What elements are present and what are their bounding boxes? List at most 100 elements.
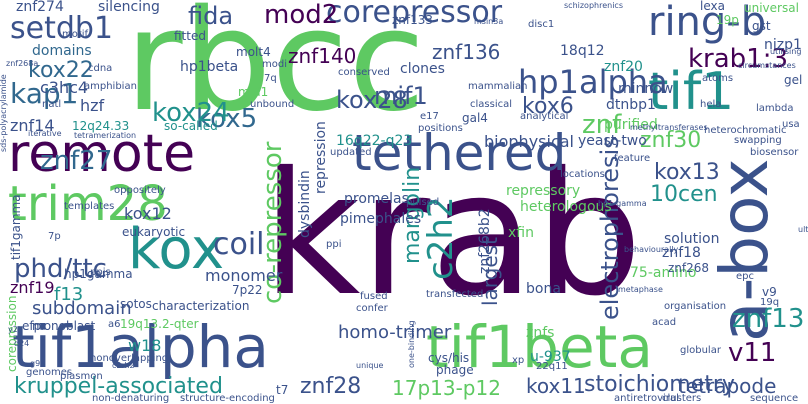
word-19q13-2-qter: 19q13.2-qter [120, 317, 199, 331]
word-universal: universal [744, 1, 799, 15]
word-tif1alpha: tif1alpha [12, 313, 269, 381]
word-efp: efp [22, 319, 42, 333]
word-c2h2: c2h2 [421, 196, 461, 280]
word-xp: xp [512, 355, 525, 366]
word-bona: bona [526, 281, 561, 297]
word-krab: krab [262, 136, 643, 334]
word-promelas: promelas [344, 191, 409, 207]
word-biophysical: biophysical [484, 132, 574, 151]
word-characterization: characterization [152, 299, 250, 313]
word-ultracentrifugation: ultracentrifugation [798, 225, 808, 234]
word-18q12: 18q12 [560, 43, 605, 59]
word-monoblast: monoblast [32, 319, 96, 333]
word-mif1: mif1 [374, 82, 428, 110]
word-confer: confer [356, 303, 388, 314]
word-ppi: ppi [326, 239, 342, 250]
word-hp1beta: hp1beta [180, 59, 239, 75]
word-trim28: trim28 [8, 176, 168, 232]
word-cdna: cdna [88, 63, 113, 74]
word-sequence: sequence [750, 393, 799, 404]
word-silencing: silencing [98, 0, 160, 15]
word-modi: modi [262, 59, 287, 70]
word-corepressor: corepressor [326, 0, 503, 30]
word-19p: 19p [716, 13, 739, 27]
word-non-denaturing: non-denaturing [92, 393, 170, 404]
word-kox5: kox5 [196, 104, 258, 134]
word-znf136: znf136 [432, 40, 501, 64]
word-one-binding: one-binding [407, 320, 416, 368]
word-pulsed: pulsed [406, 197, 440, 208]
word-feature: feature [614, 153, 651, 164]
word-plasmon: plasmon [60, 371, 103, 382]
word-domains: domains [32, 43, 92, 59]
word-u-937: u-937 [530, 349, 571, 365]
word-sotos: sotos [120, 297, 152, 311]
word-hp1-gamma: hp1-gamma [598, 199, 647, 208]
word-f13: f13 [54, 284, 84, 305]
word-monomer: monomer [205, 266, 283, 285]
word-e17: e17 [420, 111, 439, 122]
word-tetrapode: tetrapode [678, 374, 777, 398]
word-mod2: mod2 [264, 0, 339, 30]
word-znf18: znf18 [662, 245, 701, 261]
word-fitted: fitted [174, 29, 206, 43]
word-lambda: lambda [756, 103, 794, 114]
word-circumstances: circumstances [738, 61, 796, 70]
word-10cen: 10cen [650, 182, 718, 207]
word-iterative: iterative [28, 129, 62, 138]
word-tif1: tif1 [648, 62, 735, 122]
word-lexa: lexa [700, 0, 725, 13]
word-positions: positions [418, 123, 463, 134]
word-metaphase: metaphase [618, 285, 663, 294]
word-znfs: znfs [526, 325, 555, 341]
word-znf20: znf20 [604, 59, 643, 75]
word-conserved: conserved [338, 67, 390, 78]
word-clusters: clusters [662, 393, 702, 404]
word-75-amino: 75-amino [630, 265, 697, 281]
word-schizophrenics: schizophrenics [564, 1, 623, 10]
word-structure-encoding: structure-encoding [180, 393, 275, 404]
word-globular: globular [680, 345, 721, 356]
word-19q: 19q [760, 297, 780, 308]
word-ppis: ppis [90, 267, 111, 278]
word-setdb1: setdb1 [10, 11, 114, 46]
word-gal4: gal4 [462, 111, 488, 125]
word-znf268b2: znf268b2 [477, 208, 493, 274]
word-acad: acad [652, 317, 677, 328]
word-q24: q24 [14, 339, 30, 348]
word-pimephales: pimephales [340, 211, 422, 227]
word-krab1-3: krab1:3 [688, 44, 789, 74]
word-tethered: tethered [352, 124, 567, 182]
word-locations: locations [560, 169, 605, 180]
word-stoichiometry: stoichiometry [584, 372, 735, 397]
word-classical: classical [470, 99, 513, 110]
word-nizp1: nizp1 [764, 37, 802, 53]
word-antiretroviral: antiretroviral [614, 393, 679, 404]
word-repressory: repressory [506, 183, 581, 199]
word-y2h: y2h [8, 325, 23, 334]
word-disc1: disc1 [528, 19, 555, 30]
word-utilising: utilising [770, 47, 802, 56]
word-znf268a: znf268a [6, 59, 39, 68]
word-c3hc4: c3hc4 [40, 78, 89, 97]
word-kox13: kox13 [654, 160, 720, 185]
word-kox11: kox11 [526, 374, 586, 398]
word-heterochromatic: heterochromatic [704, 125, 787, 136]
word-subdomain: subdomain [32, 298, 132, 319]
word-znf: znf [582, 110, 622, 140]
word-oppositely: oppositely [114, 185, 166, 196]
word-fida: fida [188, 2, 234, 30]
word-v9: v9 [762, 285, 777, 299]
word-hzf: hzf [80, 96, 105, 115]
word-17p13-p12: 17p13-p12 [392, 376, 501, 400]
word-tetramerization: tetramerization [74, 131, 137, 140]
word-znf140: znf140 [288, 44, 357, 68]
word-hela: hela [700, 99, 722, 110]
word-unbound: unbound [250, 99, 295, 110]
word-minnow: minnow [618, 81, 674, 97]
word-templates: templates [64, 201, 115, 212]
word-tif1gamma: tif1gamma [9, 194, 23, 260]
word-znf19: znf19 [10, 278, 55, 297]
word-w18: w18 [128, 336, 162, 355]
